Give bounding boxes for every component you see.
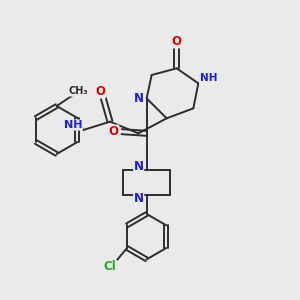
Text: N: N [134,191,144,205]
Text: NH: NH [64,120,83,130]
Text: N: N [134,160,144,173]
Text: CH₃: CH₃ [69,86,88,96]
Text: Cl: Cl [104,260,116,274]
Text: O: O [95,85,105,98]
Text: N: N [134,92,144,105]
Text: O: O [172,35,182,48]
Text: NH: NH [200,73,217,83]
Text: O: O [109,125,119,138]
